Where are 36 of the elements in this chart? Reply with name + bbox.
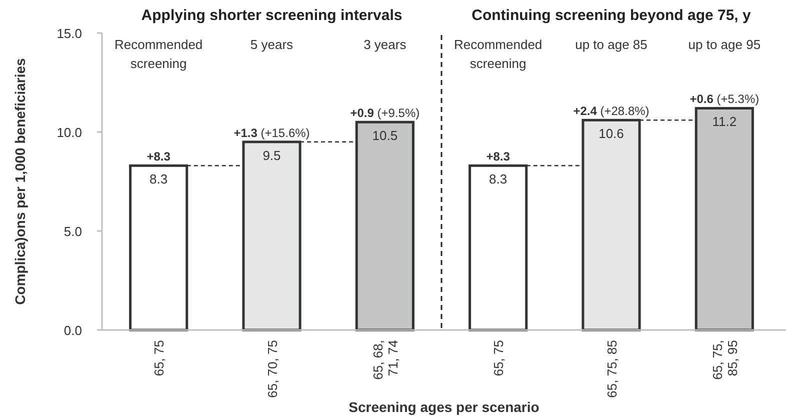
x-axis-title: Screening ages per scenario xyxy=(348,399,540,415)
annotation: +8.3 xyxy=(486,150,510,164)
x-tick-label: 65, 75 xyxy=(152,340,167,376)
annotation: 3 years xyxy=(364,37,407,52)
annotation: +2.4 (+28.8%) xyxy=(573,104,650,118)
annotation: Recommended screening xyxy=(454,37,542,71)
text: Continuing screening beyond age 75, y xyxy=(472,7,752,24)
bar xyxy=(582,118,641,332)
x-tick-label: 65, 68, 71, 74 xyxy=(370,340,400,380)
data-label: 10.5 xyxy=(372,128,398,144)
bar xyxy=(242,140,302,332)
annotation: up to age 85 xyxy=(575,37,648,52)
data-label: 11.2 xyxy=(712,114,737,130)
x-tick-label: 65, 70, 75 xyxy=(264,340,280,398)
y-axis-title: Complica)ons per 1,000 beneficiaries xyxy=(12,58,28,305)
data-label: 9.5 xyxy=(262,148,281,163)
y-tick-label: 0.0 xyxy=(64,323,82,338)
text: Applying shorter screening intervals xyxy=(141,7,402,24)
annotation: +0.9 (+9.5%) xyxy=(350,106,420,120)
x-tick-label: 65, 75 xyxy=(491,340,506,376)
y-tick-label: 5.0 xyxy=(64,224,82,239)
bar xyxy=(468,164,528,332)
data-label: 8.3 xyxy=(150,172,168,187)
x-tick-label: 65, 75, 85, 95 xyxy=(710,340,740,380)
annotation: Recommended screening xyxy=(114,37,203,71)
annotation: up to age 95 xyxy=(688,37,761,52)
annotation: 5 years xyxy=(250,37,294,52)
y-tick-label: 15.0 xyxy=(56,26,82,41)
data-label: 10.6 xyxy=(598,126,624,142)
annotation: +8.3 xyxy=(146,150,171,164)
annotation: +0.6 (+5.3%) xyxy=(690,92,760,106)
data-label: 8.3 xyxy=(489,172,508,187)
x-tick-label: 65, 75, 85 xyxy=(604,340,620,398)
bar xyxy=(129,164,188,332)
y-tick-label: 10.0 xyxy=(56,125,82,140)
annotation: +1.3 (+15.6%) xyxy=(234,126,310,140)
